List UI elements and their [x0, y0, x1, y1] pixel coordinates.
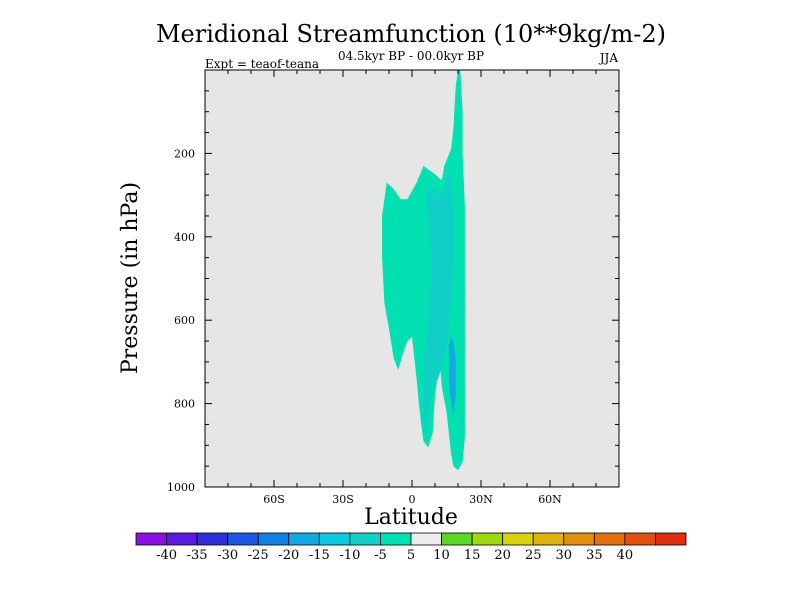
y-tick-label: 200	[174, 147, 195, 160]
colorbar-swatch	[532, 532, 565, 546]
colorbar-swatch	[655, 532, 687, 546]
x-axis-label: Latitude	[364, 505, 458, 530]
colorbar-label: -20	[278, 548, 299, 563]
colorbar-label: -30	[217, 548, 238, 563]
colorbar-swatch	[593, 532, 626, 546]
colorbar-swatch	[196, 532, 229, 546]
y-tick-label: 1000	[167, 481, 195, 494]
colorbar-label: 10	[433, 548, 450, 563]
colorbar-label: -25	[248, 548, 269, 563]
axis-ticks	[204, 69, 620, 488]
colorbar-swatch	[624, 532, 656, 546]
contour-layer	[382, 70, 465, 471]
colorbar-labels: -40 -35 -30 -25 -20 -15 -10 -5 5 10 15 20 25 30 35 40	[156, 548, 633, 563]
colorbar-label: 5	[407, 548, 415, 563]
colorbar-swatch	[471, 532, 504, 546]
colorbar-label: -35	[187, 548, 208, 563]
x-tick-label: 60N	[538, 493, 562, 506]
colorbar-swatch	[410, 532, 442, 546]
colorbar-swatch	[227, 532, 259, 546]
y-tick-labels: 200 400 600 800 1000	[167, 147, 195, 494]
colorbar-label: -10	[339, 548, 360, 563]
colorbar-swatch	[257, 532, 290, 546]
colorbar-label: -40	[156, 548, 177, 563]
colorbar-label: 30	[556, 548, 573, 563]
colorbar	[135, 532, 687, 546]
colorbar-swatch	[166, 532, 198, 546]
colorbar-swatch	[563, 532, 595, 546]
colorbar-swatch	[349, 532, 381, 546]
colorbar-label: 35	[586, 548, 603, 563]
plot-frame	[204, 69, 620, 488]
colorbar-swatch	[441, 532, 473, 546]
negative-5-to-10-region	[382, 70, 465, 471]
colorbar-label: -5	[374, 548, 387, 563]
colorbar-swatch	[135, 532, 167, 546]
colorbar-label: 20	[494, 548, 511, 563]
x-tick-labels: 60S 30S 0 30N 60N	[263, 493, 562, 506]
colorbar-swatch	[318, 532, 351, 546]
season-annotation: JJA	[598, 51, 619, 65]
chart-title: Meridional Streamfunction (10**9kg/m-2)	[156, 20, 666, 48]
colorbar-swatch	[288, 532, 320, 546]
colorbar-swatch	[502, 532, 534, 546]
experiment-annotation: Expt = teaof-teana	[205, 57, 319, 71]
colorbar-label: 40	[617, 548, 634, 563]
x-tick-label: 0	[409, 493, 416, 506]
colorbar-swatch	[380, 532, 412, 546]
y-axis-label: Pressure (in hPa)	[118, 182, 143, 374]
y-tick-label: 400	[174, 231, 195, 244]
colorbar-label: 25	[525, 548, 542, 563]
y-tick-label: 600	[174, 314, 195, 327]
x-tick-label: 60S	[263, 493, 285, 506]
y-tick-label: 800	[174, 398, 195, 411]
x-tick-label: 30S	[332, 493, 354, 506]
negative-10-to-15-region	[423, 174, 454, 433]
negative-15-to-20-region	[448, 336, 456, 417]
x-tick-label: 30N	[469, 493, 493, 506]
chart-subtitle: 04.5kyr BP - 00.0kyr BP	[338, 49, 484, 63]
colorbar-label: -15	[309, 548, 330, 563]
colorbar-label: 15	[464, 548, 481, 563]
